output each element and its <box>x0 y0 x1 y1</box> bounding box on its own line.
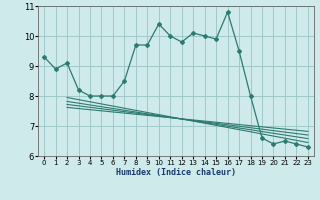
X-axis label: Humidex (Indice chaleur): Humidex (Indice chaleur) <box>116 168 236 177</box>
